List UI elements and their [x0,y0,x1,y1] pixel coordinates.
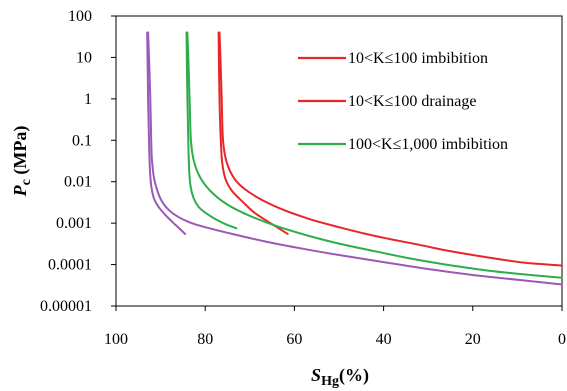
series-layer [146,31,563,286]
x-tick-label: 100 [104,331,128,348]
plot-frame [115,15,563,307]
x-tick-label: 80 [197,331,213,348]
y-tick-label: 0.00001 [40,298,92,315]
y-tick-label: 0.01 [64,174,92,191]
y-axis-ticks: 100 10 1 0.1 0.01 0.001 0.0001 0.00001 [40,8,116,315]
plot-area [115,15,563,307]
y-tick-label: 100 [68,8,92,25]
x-tick-label: 20 [465,331,481,348]
legend-label: 100<K≤1,000 imbibition [348,136,508,153]
series-line-2 [186,31,563,279]
y-tick-label: 0.1 [72,132,92,149]
series-line-4 [147,31,563,286]
series-line-3 [185,31,238,230]
y-tick-label: 10 [76,49,92,66]
series-line-5 [146,31,187,235]
x-axis-ticks: 100 80 60 40 20 0 [104,306,566,348]
legend-label: 10<K≤100 drainage [348,93,476,110]
series-line-1 [217,31,289,235]
x-tick-label: 60 [286,331,302,348]
legend-label: 10<K≤100 imbibition [348,50,488,67]
series-line-0 [218,31,563,267]
x-tick-label: 0 [558,331,566,348]
y-tick-label: 1 [84,91,92,108]
y-axis-title: Pc (MPa) [10,126,34,198]
x-axis-title: SHg(%) [311,365,369,389]
y-tick-label: 0.001 [56,215,92,232]
legend: 10<K≤100 imbibition 10<K≤100 drainage 100<… [298,50,508,153]
x-tick-label: 40 [376,331,392,348]
y-tick-label: 0.0001 [48,257,92,274]
